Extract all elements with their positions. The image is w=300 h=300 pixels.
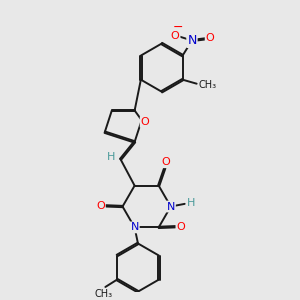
Text: N: N xyxy=(130,222,139,233)
Text: N: N xyxy=(167,202,175,212)
Text: O: O xyxy=(206,33,214,43)
Text: −: − xyxy=(172,21,183,34)
Text: H: H xyxy=(107,152,116,162)
Text: CH₃: CH₃ xyxy=(94,289,113,298)
Text: O: O xyxy=(176,222,185,232)
Text: CH₃: CH₃ xyxy=(198,80,216,90)
Text: O: O xyxy=(161,157,170,167)
Text: O: O xyxy=(96,201,105,211)
Text: O: O xyxy=(171,31,180,41)
Text: H: H xyxy=(187,198,195,208)
Text: N: N xyxy=(187,34,196,47)
Text: O: O xyxy=(141,117,149,127)
